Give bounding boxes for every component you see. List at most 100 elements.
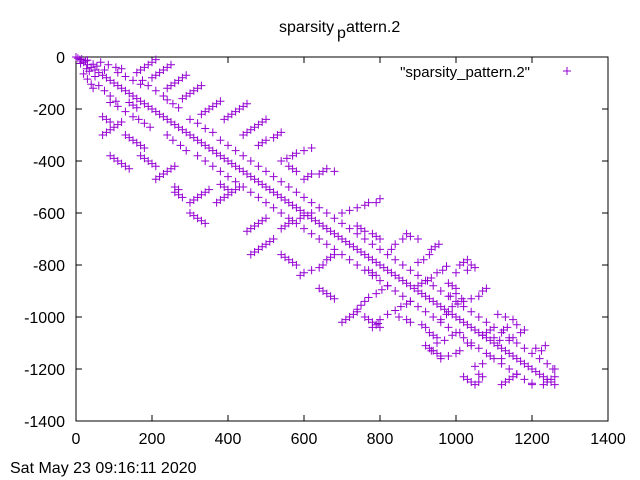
data-point [395, 313, 403, 321]
data-point [391, 240, 400, 249]
data-point [478, 331, 487, 340]
data-point [216, 136, 225, 145]
data-points [72, 53, 559, 389]
data-point [277, 177, 286, 186]
data-point [307, 266, 316, 275]
data-point [151, 55, 160, 64]
data-point [463, 255, 472, 264]
data-point [113, 68, 122, 77]
data-point [471, 263, 479, 272]
data-point [300, 146, 308, 155]
data-point [140, 144, 149, 152]
data-point [91, 72, 99, 81]
data-point [338, 209, 346, 217]
data-point [100, 66, 109, 74]
data-point [151, 86, 160, 95]
data-point [535, 354, 544, 363]
data-point [550, 372, 559, 381]
data-point [357, 301, 365, 310]
data-point [163, 95, 172, 104]
title-before: sparsity [279, 19, 334, 36]
data-point [129, 112, 137, 121]
data-point [474, 313, 483, 321]
x-tick-label: 0 [72, 431, 81, 448]
data-point [224, 185, 232, 194]
y-tick-label: -1000 [24, 310, 65, 327]
data-point [300, 224, 308, 233]
title-subscript: p [337, 25, 346, 42]
data-point [212, 198, 221, 207]
x-tick-label: 1400 [590, 431, 626, 448]
data-point [427, 274, 436, 282]
data-point [440, 336, 449, 345]
data-point [374, 319, 383, 328]
data-point [434, 240, 443, 249]
data-point [300, 193, 308, 202]
data-point [345, 224, 354, 233]
y-tick-label: -1400 [24, 414, 65, 431]
data-point [436, 315, 445, 324]
data-point [243, 227, 251, 236]
data-point [372, 271, 381, 280]
data-point [193, 119, 202, 128]
data-point [277, 128, 286, 137]
data-point [478, 372, 487, 381]
data-point [246, 157, 255, 165]
data-point [174, 185, 183, 194]
data-point [315, 235, 324, 243]
data-point [246, 188, 255, 197]
data-point [391, 287, 400, 295]
data-point [505, 365, 514, 373]
data-point [111, 63, 120, 72]
data-point [73, 54, 82, 63]
data-point [425, 328, 434, 337]
data-point [391, 306, 400, 315]
data-point [541, 341, 550, 350]
plot-frame [75, 56, 609, 422]
data-point [396, 302, 405, 311]
data-point [292, 261, 301, 269]
data-point [360, 235, 369, 243]
data-point [482, 284, 491, 293]
data-point [186, 115, 194, 124]
data-point [372, 289, 381, 298]
x-tick-label: 600 [291, 431, 318, 448]
data-point [144, 81, 153, 90]
data-point [146, 123, 155, 132]
data-point [364, 198, 373, 207]
data-point [254, 193, 263, 202]
data-point [474, 292, 483, 301]
title-after: attern.2 [346, 19, 400, 36]
data-point [531, 344, 540, 353]
data-point [360, 297, 369, 306]
data-point [452, 284, 460, 293]
data-point [338, 219, 346, 228]
data-point [414, 235, 422, 243]
data-point [125, 164, 134, 173]
data-point [444, 352, 453, 360]
footer-timestamp: Sat May 23 09:16:11 2020 [10, 460, 197, 477]
y-tick-label: 0 [56, 50, 65, 67]
data-point [307, 198, 316, 207]
data-point [376, 323, 384, 332]
data-point [322, 209, 331, 217]
data-point [398, 235, 407, 243]
data-point [79, 69, 88, 78]
data-point [182, 146, 191, 155]
x-axis: 0 200 400 600 800 1000 1200 1400 [72, 57, 626, 448]
data-point [201, 124, 210, 133]
data-point [138, 76, 147, 85]
data-point [539, 380, 548, 389]
data-point [224, 141, 232, 150]
data-point [453, 300, 462, 308]
data-point [345, 206, 354, 215]
data-point [113, 102, 122, 111]
legend-label: "sparsity_pattern.2" [400, 64, 530, 81]
data-point [132, 103, 141, 112]
data-point [224, 172, 232, 181]
data-point [262, 136, 270, 145]
data-point [345, 255, 354, 264]
data-point [292, 149, 301, 158]
data-point [471, 362, 479, 371]
data-point [442, 262, 451, 271]
